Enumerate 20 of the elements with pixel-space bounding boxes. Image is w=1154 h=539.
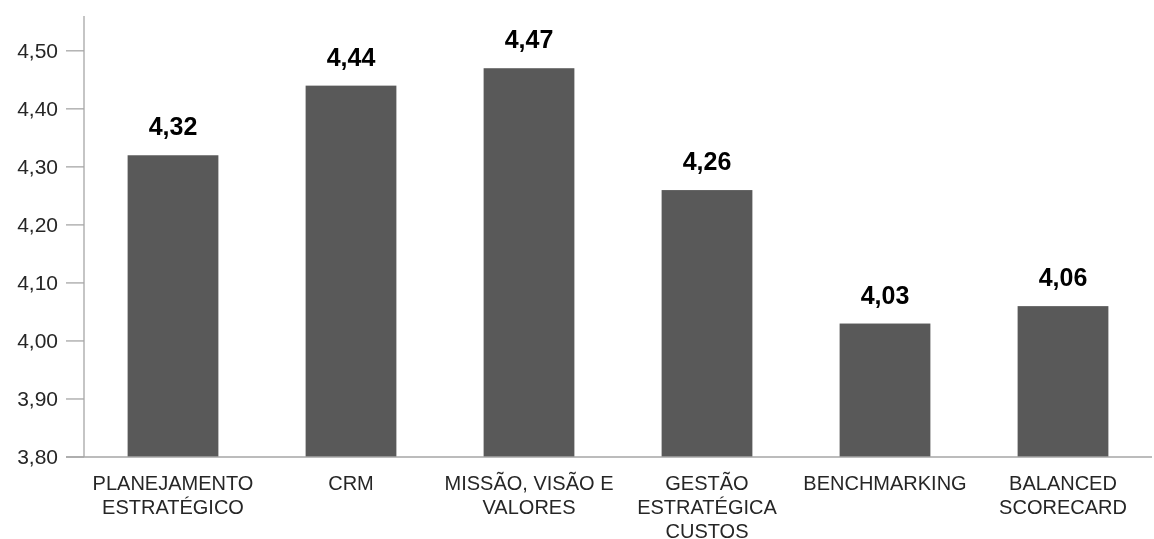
- y-tick-label: 4,10: [17, 271, 58, 295]
- data-label: 4,03: [860, 280, 910, 309]
- data-label: 4,06: [1038, 263, 1088, 292]
- y-tick-label: 4,20: [17, 213, 58, 237]
- y-tick-label: 4,30: [17, 155, 58, 179]
- x-tick-label: PLANEJAMENTO ESTRATÉGICO: [92, 472, 254, 518]
- x-tick-label: CRM: [328, 472, 374, 494]
- y-tick-label: 4,40: [17, 97, 58, 121]
- x-tick-label: MISSÃO, VISÃO E VALORES: [444, 471, 614, 518]
- data-label: 4,44: [326, 42, 376, 71]
- y-tick-label: 4,00: [17, 329, 58, 353]
- y-tick-label: 3,80: [17, 445, 58, 469]
- x-tick-label: BALANCED SCORECARD: [999, 472, 1127, 518]
- y-tick-label: 3,90: [17, 387, 58, 411]
- data-label: 4,47: [504, 25, 554, 54]
- data-label: 4,32: [148, 112, 198, 141]
- x-tick-label: BENCHMARKING: [803, 472, 967, 494]
- data-label: 4,26: [682, 147, 732, 176]
- x-tick-label: GESTÃO ESTRATÉGICA CUSTOS: [637, 471, 778, 539]
- y-tick-label: 4,50: [17, 39, 58, 63]
